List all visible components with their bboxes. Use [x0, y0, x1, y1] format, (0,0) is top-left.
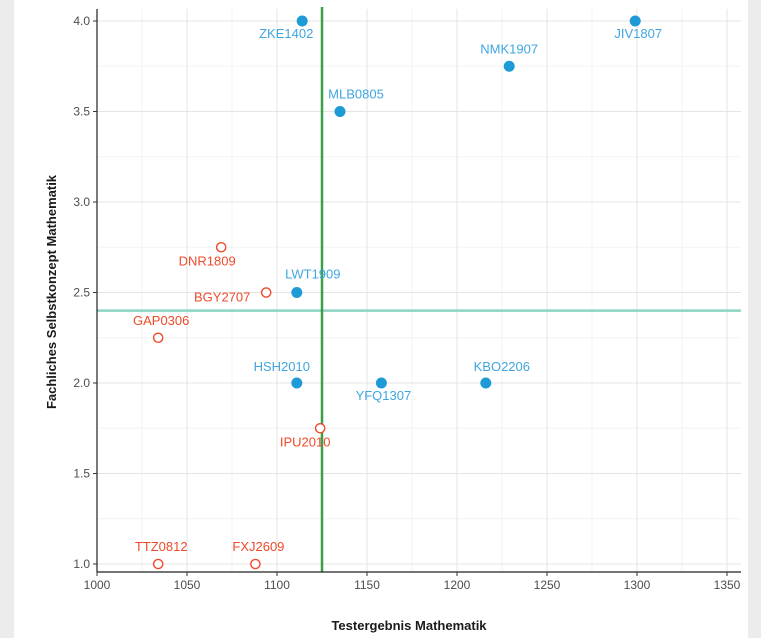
data-point-dnr1809: [215, 241, 227, 253]
x-tick-label: 1200: [444, 578, 471, 592]
point-label-zke1402: ZKE1402: [259, 26, 313, 41]
y-tick-label: 2.0: [73, 376, 90, 390]
data-point-fxj2609: [250, 558, 261, 570]
x-tick-label: 1100: [264, 578, 290, 592]
point-labels: ZKE1402 JIV1807 NMK1907 MLB0805 LWT1909 HSH20…: [133, 26, 662, 554]
point-label-fxj2609: FXJ2609: [232, 539, 284, 554]
data-points: [152, 15, 641, 570]
x-tick-label: 1150: [354, 578, 380, 592]
axes: 1000 1050 1100 1150 1200 1250 1300 1350 1.0 1.5 2.…: [73, 9, 741, 592]
point-label-lwt1909: LWT1909: [285, 267, 340, 282]
y-tick-label: 2.5: [73, 286, 90, 300]
y-tick-label: 1.0: [73, 557, 90, 571]
point-label-dnr1809: DNR1809: [179, 253, 236, 268]
point-label-hsh2010: HSH2010: [254, 359, 310, 374]
y-tick-label: 4.0: [73, 14, 90, 28]
point-label-gap0306: GAP0306: [133, 313, 189, 328]
y-tick-label: 3.0: [73, 195, 90, 209]
x-tick-label: 1250: [534, 578, 561, 592]
x-axis-title: Testergebnis Mathematik: [331, 618, 487, 633]
x-tick-label: 1300: [624, 578, 651, 592]
y-tick-label: 1.5: [73, 467, 90, 481]
data-point-zke1402: [296, 15, 308, 27]
data-point-jiv1807: [629, 15, 641, 27]
point-label-jiv1807: JIV1807: [614, 26, 662, 41]
point-label-ttz0812: TTZ0812: [135, 539, 188, 554]
y-axis-title: Fachliches Selbstkonzept Mathematik: [44, 174, 59, 409]
data-point-lwt1909: [291, 287, 303, 298]
data-point-mlb0805: [334, 106, 346, 117]
reference-lines: [97, 7, 741, 572]
point-label-yfq1307: YFQ1307: [356, 388, 412, 403]
point-label-kbo2206: KBO2206: [474, 359, 530, 374]
point-label-ipu2010: IPU2010: [280, 434, 331, 449]
data-point-yfq1307: [375, 377, 387, 389]
scatter-chart: 1000 1050 1100 1150 1200 1250 1300 1350 1.0 1.5 2.…: [44, 7, 741, 633]
data-point-kbo2206: [480, 377, 492, 389]
point-label-bgy2707: BGY2707: [194, 290, 250, 305]
x-tick-label: 1050: [174, 578, 201, 592]
data-point-nmk1907: [503, 60, 515, 72]
x-tick-label: 1000: [84, 578, 111, 592]
chart-frame: 1000 1050 1100 1150 1200 1250 1300 1350 1.0 1.5 2.…: [14, 0, 748, 638]
point-label-nmk1907: NMK1907: [480, 41, 538, 56]
data-point-hsh2010: [291, 377, 303, 389]
data-point-ttz0812: [152, 558, 164, 570]
data-point-ipu2010: [314, 422, 326, 434]
x-tick-label: 1350: [714, 578, 741, 592]
data-point-bgy2707: [260, 287, 272, 298]
y-tick-label: 3.5: [73, 105, 90, 119]
point-label-mlb0805: MLB0805: [328, 87, 384, 102]
data-point-gap0306: [152, 332, 164, 344]
